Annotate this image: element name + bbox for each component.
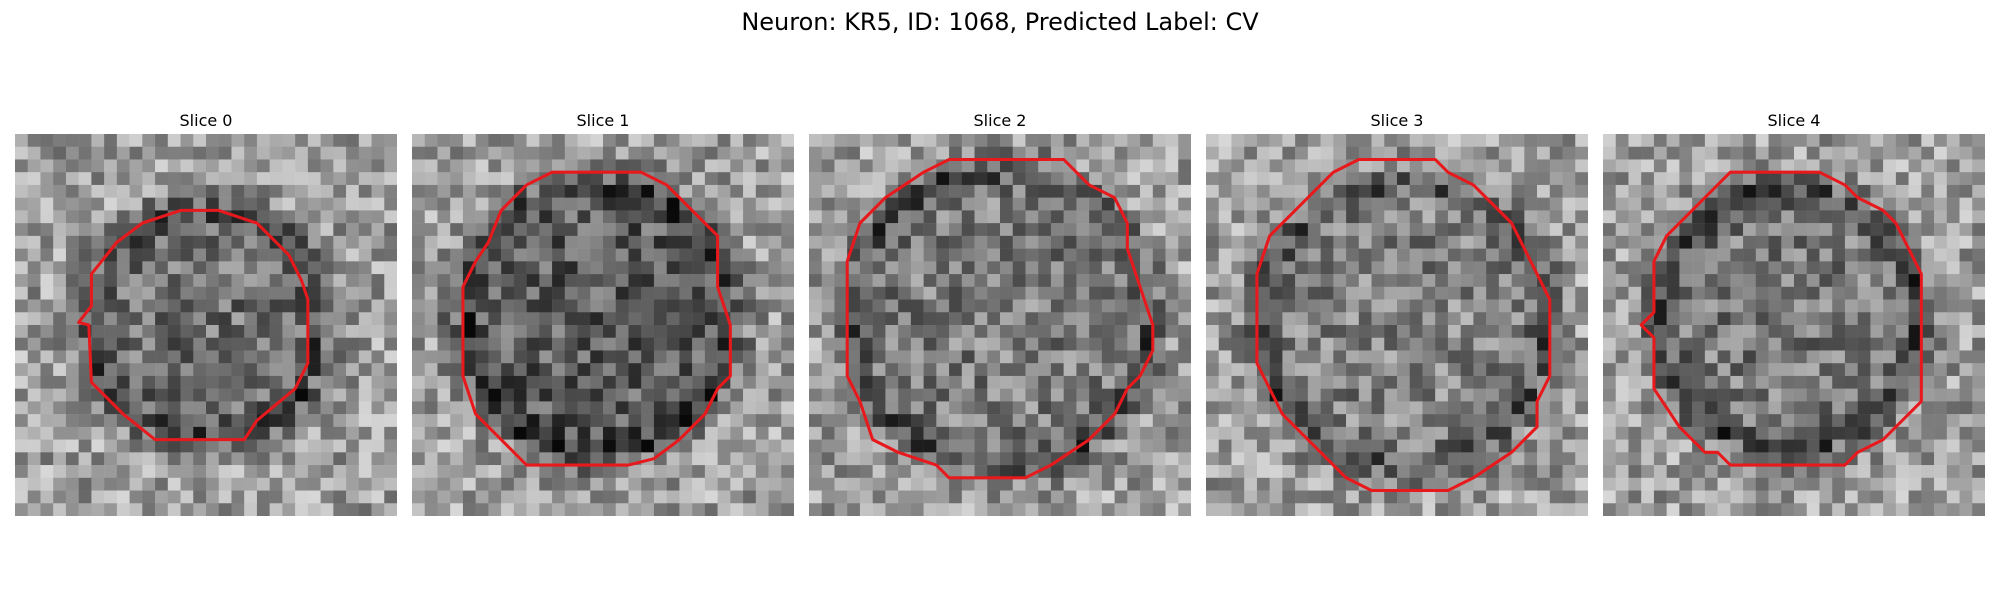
slice-panel-1: Slice 1	[412, 108, 794, 516]
slice-image-0	[15, 134, 397, 516]
slice-image-1	[412, 134, 794, 516]
slice-contour-4	[1639, 170, 1923, 467]
slice-contour-1	[461, 170, 732, 467]
slice-title-2: Slice 2	[973, 111, 1027, 130]
slice-image-4	[1603, 134, 1985, 516]
slice-contour-3	[1255, 157, 1552, 493]
slice-image-3	[1206, 134, 1588, 516]
figure-title: Neuron: KR5, ID: 1068, Predicted Label: …	[741, 8, 1259, 36]
slice-pixels-4	[1603, 134, 1985, 516]
slice-pixels-2	[809, 134, 1191, 516]
slice-panel-0: Slice 0	[15, 108, 397, 516]
slice-pixels-0	[15, 134, 397, 516]
slice-contour-2	[845, 157, 1155, 480]
slice-panel-3: Slice 3	[1206, 108, 1588, 516]
slice-title-0: Slice 0	[179, 111, 233, 130]
slice-contour-0	[77, 208, 310, 442]
slice-image-2	[809, 134, 1191, 516]
slice-pixels-3	[1206, 134, 1588, 516]
slice-pixels-1	[412, 134, 794, 516]
slice-panel-2: Slice 2	[809, 108, 1191, 516]
slice-title-3: Slice 3	[1370, 111, 1424, 130]
slice-title-1: Slice 1	[576, 111, 630, 130]
slice-title-4: Slice 4	[1767, 111, 1821, 130]
slice-panel-4: Slice 4	[1603, 108, 1985, 516]
